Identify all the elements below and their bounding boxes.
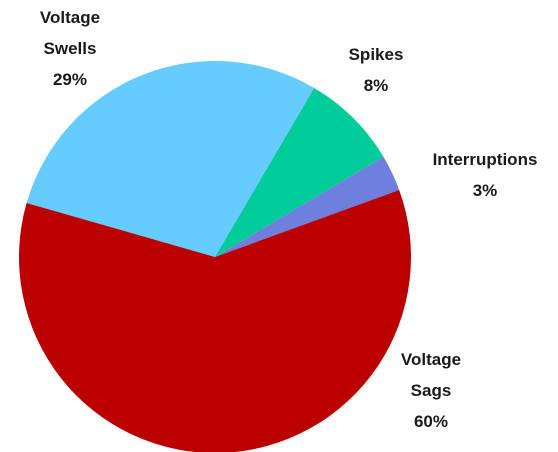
value-label: 29% xyxy=(52,70,88,89)
category-label: Spikes xyxy=(348,45,404,64)
pie-slice xyxy=(26,61,315,258)
slice-label: Voltage Sags 60% xyxy=(401,344,461,437)
slice-label: Spikes 8% xyxy=(349,39,404,101)
pie-slice xyxy=(19,189,411,452)
pie-slice xyxy=(215,87,384,257)
slice-label: Interruptions 3% xyxy=(433,144,538,206)
pie-slice xyxy=(215,156,400,257)
value-label: 8% xyxy=(363,76,389,95)
slice-label: Voltage Swells 29% xyxy=(40,2,100,95)
category-label: Voltage Sags xyxy=(400,350,462,400)
category-label: Voltage Swells xyxy=(39,8,101,58)
category-label: Interruptions xyxy=(432,150,538,169)
value-label: 60% xyxy=(413,412,449,431)
value-label: 3% xyxy=(472,181,498,200)
